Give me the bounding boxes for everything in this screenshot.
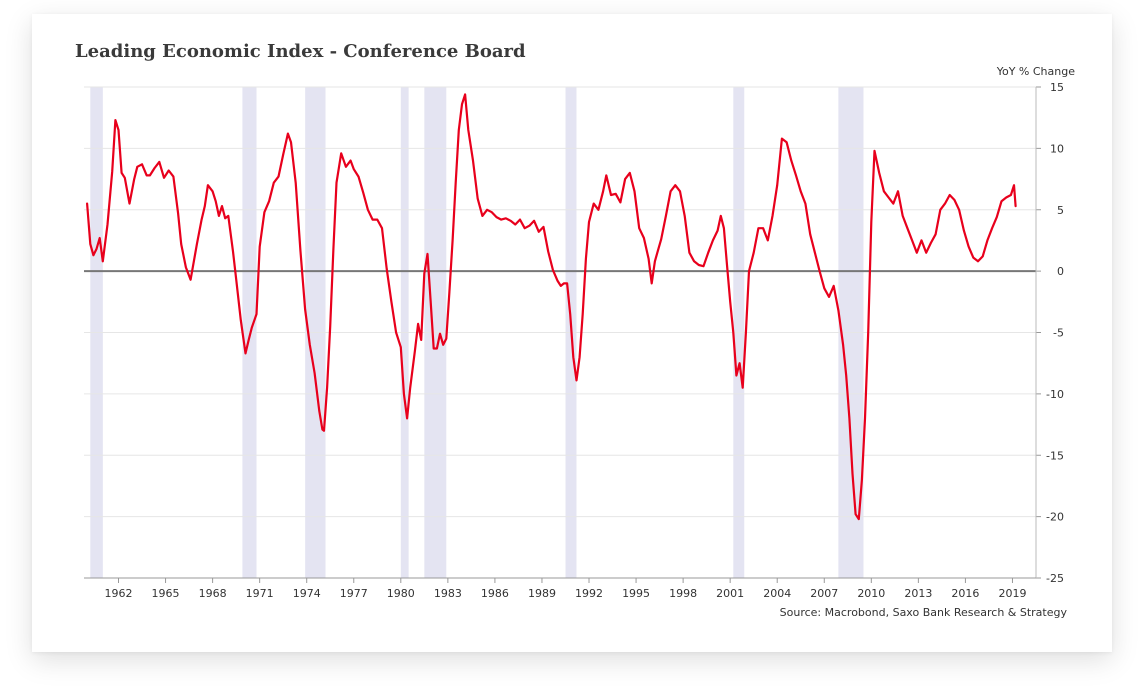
source-note: Source: Macrobond, Saxo Bank Research & … <box>779 606 1067 619</box>
x-tick-label: 1965 <box>152 587 180 600</box>
y-tick-label: -15 <box>1046 449 1064 462</box>
x-tick-label: 1998 <box>669 587 697 600</box>
y-tick-label: -20 <box>1046 511 1064 524</box>
line-chart: 15 10 5 0 -5 -10 -15 -20 -25 1962 1965 1968 1971 1974… <box>84 81 1064 600</box>
x-tick-label: 1995 <box>622 587 650 600</box>
x-tick-label: 2019 <box>998 587 1026 600</box>
x-tick-label: 2001 <box>716 587 744 600</box>
y-tick-label: 5 <box>1057 204 1064 217</box>
x-tick-label: 1971 <box>246 587 274 600</box>
x-tick-label: 2004 <box>763 587 791 600</box>
x-tick-label: 1989 <box>528 587 556 600</box>
chart-title: Leading Economic Index - Conference Boar… <box>75 41 526 62</box>
x-tick-label: 1968 <box>199 587 227 600</box>
x-tick-label: 1983 <box>434 587 462 600</box>
axes: 15 10 5 0 -5 -10 -15 -20 -25 1962 1965 1968 1971 1974… <box>84 81 1064 600</box>
series-layer <box>85 93 1017 521</box>
x-tick-label: 2013 <box>904 587 932 600</box>
y-tick-label: -25 <box>1046 572 1064 585</box>
y-tick-label: 15 <box>1050 81 1064 94</box>
x-tick-label: 1986 <box>481 587 509 600</box>
y-axis-unit-label: YoY % Change <box>996 65 1075 78</box>
x-tick-label: 2010 <box>857 587 885 600</box>
x-tick-label: 2007 <box>810 587 838 600</box>
y-tick-label: -10 <box>1046 388 1064 401</box>
x-tick-label: 1962 <box>105 587 133 600</box>
x-tick-label: 1992 <box>575 587 603 600</box>
x-tick-label: 1977 <box>340 587 368 600</box>
x-tick-label: 1974 <box>293 587 321 600</box>
chart-card: Leading Economic Index - Conference Boar… <box>32 14 1112 652</box>
y-tick-label: 10 <box>1050 142 1064 155</box>
series-line-lei-yoy <box>85 93 1017 521</box>
x-tick-label: 2016 <box>951 587 979 600</box>
gridlines <box>84 86 1036 579</box>
y-tick-label: -5 <box>1053 327 1064 340</box>
y-tick-label: 0 <box>1057 265 1064 278</box>
x-tick-label: 1980 <box>387 587 415 600</box>
